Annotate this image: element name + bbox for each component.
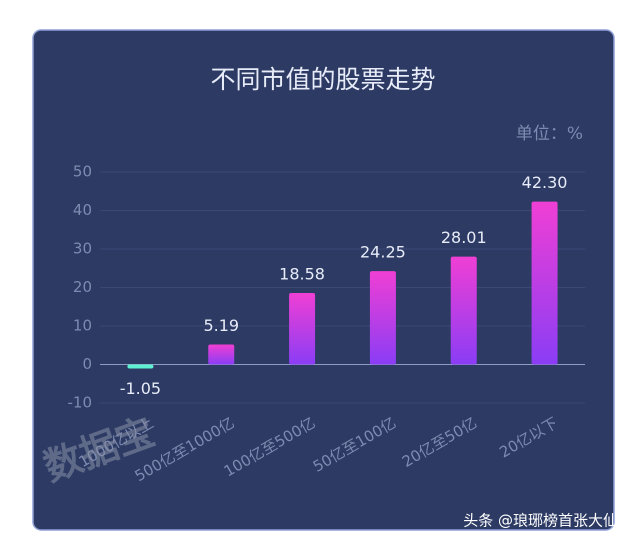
chart-title: 不同市值的股票走势 <box>210 65 435 94</box>
y-tick-label: -10 <box>68 394 93 412</box>
unit-label: 单位：% <box>516 124 583 144</box>
value-label: 28.01 <box>441 228 487 247</box>
value-label: 42.30 <box>522 173 568 192</box>
value-label: 5.19 <box>203 316 239 335</box>
bar <box>450 256 477 365</box>
y-tick-label: 50 <box>73 163 92 181</box>
bar <box>369 271 396 365</box>
y-tick-label: 10 <box>73 317 92 335</box>
y-tick-label: 20 <box>73 278 92 296</box>
y-tick-label: 30 <box>73 240 92 258</box>
panel <box>32 29 615 531</box>
bar <box>208 344 235 365</box>
bar <box>531 201 558 365</box>
value-label: 24.25 <box>360 243 406 262</box>
source-label: 头条 @琅琊榜首张大仙 <box>463 512 618 530</box>
y-tick-label: 0 <box>82 355 92 373</box>
y-tick-label: 40 <box>73 201 92 219</box>
bar <box>127 364 154 369</box>
bar <box>289 292 316 365</box>
value-label: 18.58 <box>279 264 325 283</box>
value-label: -1.05 <box>120 379 161 398</box>
